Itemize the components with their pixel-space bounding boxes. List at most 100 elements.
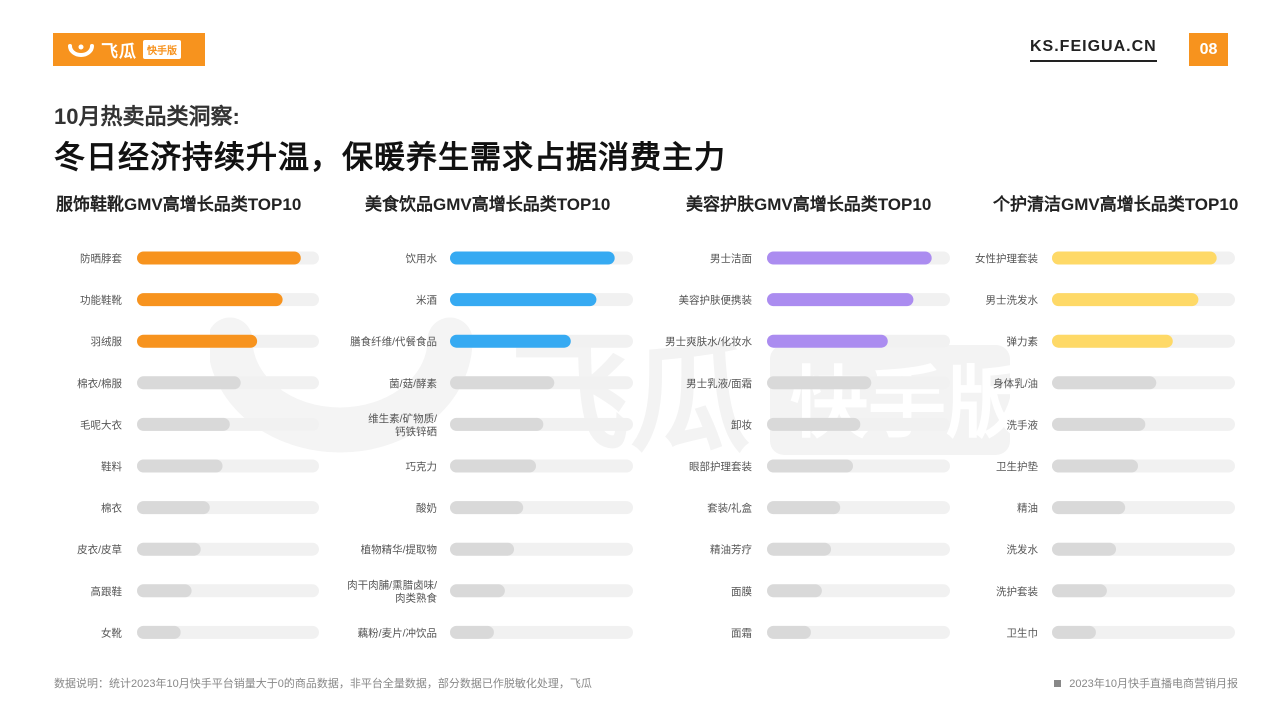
- bar: [137, 501, 210, 515]
- bar-chart: 男士洁面美容护肤便携装男士爽肤水/化妆水男士乳液/面霜卸妆眼部护理套装套装/礼盒…: [665, 251, 950, 639]
- category-label: 米酒: [416, 294, 437, 307]
- bar: [1052, 625, 1096, 639]
- bar: [1052, 376, 1157, 390]
- bar: [450, 334, 571, 348]
- category-label: 藕粉/麦片/冲饮品: [358, 626, 437, 639]
- page-title: 冬日经济持续升温，保暖养生需求占据消费主力: [54, 140, 726, 175]
- bar: [1052, 334, 1173, 348]
- bar: [450, 251, 615, 265]
- category-label: 男士洗发水: [986, 294, 1039, 307]
- chart-panel-apparel: 服饰鞋靴GMV高增长品类TOP10 防晒脖套功能鞋靴羽绒服棉衣/棉服毛呢大衣鞋料…: [42, 188, 352, 658]
- bar: [137, 334, 258, 348]
- bar: [137, 376, 241, 390]
- category-label: 饮用水: [406, 252, 438, 265]
- chart-panel-food: 美食饮品GMV高增长品类TOP10 饮用水米酒膳食纤维/代餐食品菌/菇/酵素维生…: [347, 188, 665, 658]
- bar: [767, 542, 832, 556]
- category-label: 鞋料: [101, 460, 122, 473]
- category-label: 面霜: [731, 627, 752, 639]
- square-icon: [1054, 679, 1062, 687]
- bar-chart: 饮用水米酒膳食纤维/代餐食品菌/菇/酵素维生素/矿物质/钙铁锌硒巧克力酸奶植物精…: [347, 251, 633, 639]
- bar: [137, 584, 192, 598]
- category-label: 功能鞋靴: [80, 294, 122, 307]
- bar: [1052, 417, 1146, 431]
- category-label: 羽绒服: [91, 335, 123, 348]
- bar: [767, 625, 811, 639]
- category-label: 肉干肉脯/熏腊卤味/肉类熟食: [347, 578, 437, 604]
- bar: [137, 417, 230, 431]
- bar: [1052, 542, 1117, 556]
- page-subtitle: 10月热卖品类洞察:: [54, 104, 240, 129]
- brand-tag: 快手版: [143, 40, 181, 59]
- bar: [450, 542, 515, 556]
- bar: [137, 251, 301, 265]
- category-label: 维生素/矿物质/钙铁锌硒: [368, 412, 437, 438]
- bar: [450, 584, 505, 598]
- bar: [450, 376, 555, 390]
- bar: [1052, 251, 1217, 265]
- bar: [137, 293, 283, 307]
- category-label: 眼部护理套装: [689, 460, 752, 473]
- category-label: 植物精华/提取物: [361, 543, 437, 556]
- chart-title: 服饰鞋靴GMV高增长品类TOP10: [56, 195, 302, 214]
- category-label: 巧克力: [406, 460, 438, 473]
- bar: [767, 251, 932, 265]
- bar-track: [450, 625, 633, 639]
- bar: [450, 625, 494, 639]
- chart-panel-personal-care: 个护清洁GMV高增长品类TOP10 女性护理套装 男士洗发水 弹力素 身体乳/油 洗手液…: [958, 188, 1268, 658]
- category-label: 洗护套装: [996, 585, 1038, 598]
- brand-logo: 飞瓜 快手版: [53, 33, 205, 66]
- bar: [137, 459, 223, 473]
- bar: [450, 459, 537, 473]
- report-label: 2023年10月快手直播电商营销月报: [1069, 678, 1238, 690]
- category-label: 女性护理套装: [975, 252, 1038, 265]
- category-label: 卸妆: [731, 418, 752, 431]
- bar: [767, 334, 888, 348]
- category-label: 皮衣/皮草: [77, 543, 122, 556]
- bar: [767, 584, 822, 598]
- category-label: 高跟鞋: [91, 585, 123, 598]
- site-url[interactable]: KS.FEIGUA.CN: [1030, 38, 1157, 62]
- bar: [1052, 293, 1199, 307]
- category-label: 膳食纤维/代餐食品: [350, 335, 437, 348]
- category-label: 洗手液: [1007, 418, 1039, 431]
- category-label: 洗发水: [1007, 543, 1039, 556]
- brand-name: 飞瓜: [101, 42, 137, 61]
- data-footnote: 数据说明：统计2023年10月快手平台销量大于0的商品数据，非平台全量数据，部分…: [54, 678, 592, 690]
- category-label: 美容护肤便携装: [679, 294, 753, 307]
- bar: [1052, 584, 1107, 598]
- bar: [137, 542, 201, 556]
- category-label: 棉衣: [101, 502, 122, 515]
- report-name: 2023年10月快手直播电商营销月报: [1054, 675, 1238, 691]
- bar: [767, 501, 841, 515]
- category-label: 酸奶: [416, 502, 437, 515]
- category-label: 面膜: [731, 586, 752, 598]
- bar: [767, 376, 872, 390]
- chart-title: 个护清洁GMV高增长品类TOP10: [993, 195, 1239, 214]
- bar-track: [1052, 625, 1235, 639]
- bar: [1052, 501, 1126, 515]
- category-label: 精油芳疗: [710, 543, 752, 556]
- bar: [450, 293, 597, 307]
- category-label: 男士洁面: [710, 252, 752, 265]
- bar: [450, 417, 544, 431]
- category-label: 菌/菇/酵素: [389, 377, 437, 390]
- category-label: 卫生护垫: [996, 460, 1038, 473]
- category-label: 卫生巾: [1007, 626, 1039, 639]
- category-label: 棉衣/棉服: [77, 377, 122, 390]
- category-label: 精油: [1017, 502, 1038, 515]
- bar: [450, 501, 524, 515]
- bar: [137, 625, 181, 639]
- chart-title: 美容护肤GMV高增长品类TOP10: [686, 195, 932, 214]
- feigua-logo-icon: [68, 43, 94, 57]
- category-label: 男士爽肤水/化妆水: [665, 335, 752, 348]
- bar: [767, 293, 914, 307]
- chart-title: 美食饮品GMV高增长品类TOP10: [365, 195, 611, 214]
- chart-panel-skincare: 美容护肤GMV高增长品类TOP10 男士洁面 美容护肤便携装 男士爽肤水/化妆水 男士…: [665, 188, 982, 658]
- page-number: 08: [1189, 33, 1228, 66]
- category-label: 防晒脖套: [80, 252, 122, 265]
- category-label: 毛呢大衣: [80, 418, 122, 431]
- category-label: 身体乳/油: [993, 377, 1038, 390]
- bar: [767, 459, 854, 473]
